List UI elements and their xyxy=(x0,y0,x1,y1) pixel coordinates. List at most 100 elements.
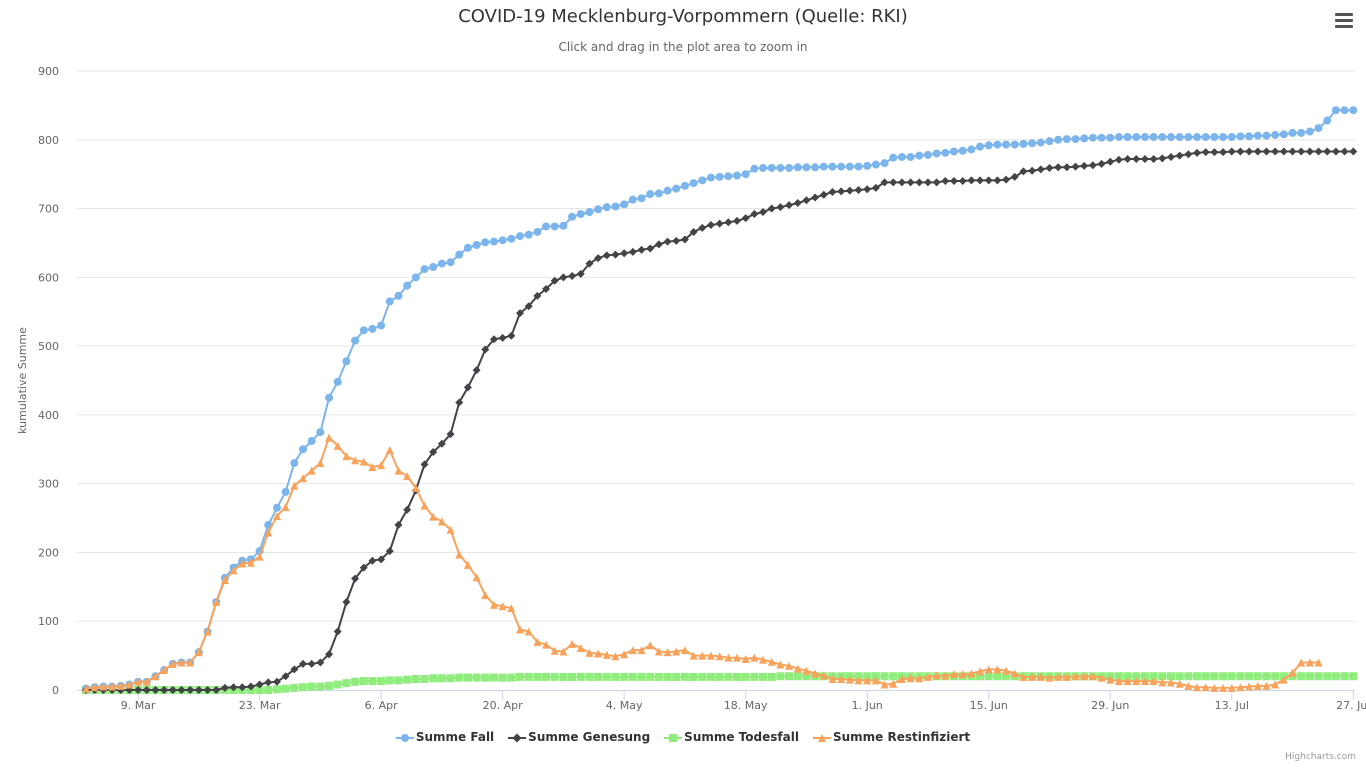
summe-restinfiziert-point xyxy=(116,681,125,690)
summe-fall-point xyxy=(472,241,481,250)
summe-fall-point xyxy=(1349,106,1358,115)
summe-genesung-point xyxy=(1010,172,1019,181)
summe-genesung-point xyxy=(246,682,255,691)
summe-genesung-point xyxy=(698,223,707,232)
summe-todesfall-point xyxy=(411,674,420,683)
summe-restinfiziert-point xyxy=(264,528,273,537)
summe-genesung-point xyxy=(932,178,941,187)
x-tick-label: 23. Mar xyxy=(239,699,281,712)
summe-genesung-point xyxy=(785,201,794,210)
summe-fall-point xyxy=(611,202,620,211)
summe-fall-point xyxy=(446,258,455,267)
summe-todesfall-point xyxy=(1349,672,1358,681)
hamburger-menu-icon[interactable] xyxy=(1332,10,1356,32)
summe-genesung-point xyxy=(1323,147,1332,156)
summe-fall-point xyxy=(863,161,872,170)
summe-restinfiziert-point xyxy=(915,674,924,683)
x-tick-label: 1. Jun xyxy=(852,699,883,712)
summe-todesfall-point xyxy=(594,672,603,681)
summe-fall-point xyxy=(1297,128,1306,137)
summe-restinfiziert-point xyxy=(1271,680,1280,689)
summe-todesfall-point xyxy=(1149,672,1158,681)
summe-restinfiziert-point xyxy=(1262,681,1271,690)
summe-todesfall-point xyxy=(984,672,993,681)
summe-restinfiziert-point xyxy=(281,503,290,512)
summe-genesung-point xyxy=(1106,157,1115,166)
summe-genesung-point xyxy=(811,193,820,202)
summe-restinfiziert-point xyxy=(446,525,455,534)
summe-restinfiziert-point xyxy=(984,665,993,674)
legend-item[interactable]: Summe Genesung xyxy=(508,730,650,744)
summe-restinfiziert-point xyxy=(533,637,542,646)
summe-restinfiziert-point xyxy=(351,456,360,465)
summe-todesfall-point xyxy=(377,677,386,686)
summe-todesfall-point xyxy=(568,672,577,681)
summe-genesung-point xyxy=(151,686,160,694)
summe-todesfall-point xyxy=(646,672,655,681)
summe-genesung-point xyxy=(767,204,776,213)
legend-label: Summe Todesfall xyxy=(684,730,799,744)
summe-restinfiziert-point xyxy=(741,655,750,664)
summe-fall-point xyxy=(1149,133,1158,142)
summe-genesung-point xyxy=(342,597,351,606)
summe-fall-point xyxy=(1132,133,1141,142)
summe-genesung-point xyxy=(542,285,551,294)
summe-genesung-point xyxy=(837,187,846,196)
summe-genesung-point xyxy=(993,176,1002,185)
x-tick-label: 15. Jun xyxy=(970,699,1008,712)
summe-restinfiziert-point xyxy=(620,650,629,659)
summe-todesfall-point xyxy=(776,672,785,681)
summe-todesfall-point xyxy=(403,675,412,684)
summe-restinfiziert-point xyxy=(1080,672,1089,681)
summe-genesung-point xyxy=(915,178,924,187)
chart-title: COVID-19 Mecklenburg-Vorpommern (Quelle:… xyxy=(458,6,908,27)
summe-fall-point xyxy=(672,184,681,193)
summe-genesung-point xyxy=(299,659,307,668)
summe-todesfall-point xyxy=(1193,672,1202,681)
summe-genesung-point xyxy=(160,686,169,694)
summe-restinfiziert-point xyxy=(194,648,203,657)
summe-genesung-point xyxy=(637,245,646,254)
summe-fall-point xyxy=(620,200,629,209)
summe-todesfall-point xyxy=(680,672,689,681)
summe-genesung-point xyxy=(1175,151,1184,160)
summe-restinfiziert-point xyxy=(1201,683,1210,692)
summe-restinfiziert-point xyxy=(932,671,941,680)
summe-restinfiziert-point xyxy=(1036,672,1045,681)
summe-todesfall-point xyxy=(255,686,264,694)
legend-item[interactable]: Summe Restinfiziert xyxy=(812,730,970,744)
summe-todesfall-point xyxy=(507,673,516,682)
summe-todesfall-point xyxy=(1184,672,1193,681)
summe-fall-point xyxy=(1340,106,1349,115)
summe-genesung-point xyxy=(568,271,577,280)
summe-restinfiziert-point xyxy=(463,560,472,569)
summe-restinfiziert-point xyxy=(1062,672,1071,681)
summe-fall-point xyxy=(1071,135,1080,144)
summe-fall-point xyxy=(854,162,863,171)
summe-restinfiziert-point xyxy=(1088,672,1097,681)
y-tick-label: 200 xyxy=(38,546,59,559)
summe-genesung-point xyxy=(576,269,585,278)
legend-item[interactable]: Summe Fall xyxy=(395,730,494,744)
summe-fall-point xyxy=(715,172,724,181)
summe-todesfall-point xyxy=(472,673,481,682)
credits-link[interactable]: Highcharts.com xyxy=(1285,752,1356,762)
summe-fall-point xyxy=(637,194,646,203)
summe-todesfall-point xyxy=(550,672,559,681)
x-tick-label: 29. Jun xyxy=(1091,699,1129,712)
y-tick-label: 100 xyxy=(38,615,59,628)
summe-restinfiziert-point xyxy=(455,550,464,559)
summe-fall-point xyxy=(1002,140,1011,149)
legend-item[interactable]: Summe Todesfall xyxy=(664,730,799,744)
summe-genesung-point xyxy=(1288,147,1297,156)
summe-genesung-point xyxy=(507,331,516,340)
summe-restinfiziert-point xyxy=(1219,683,1228,692)
summe-fall-point xyxy=(976,142,985,151)
summe-todesfall-point xyxy=(1236,672,1245,681)
summe-fall-point xyxy=(1045,137,1054,146)
summe-genesung-point xyxy=(333,627,342,636)
summe-restinfiziert-point xyxy=(82,684,90,693)
summe-genesung-point xyxy=(385,547,394,556)
summe-fall-point xyxy=(906,152,915,161)
